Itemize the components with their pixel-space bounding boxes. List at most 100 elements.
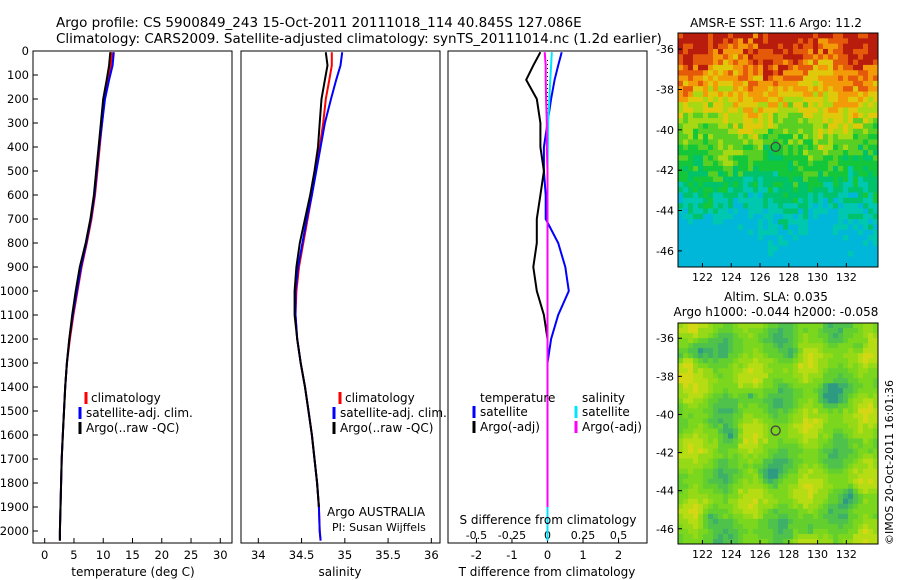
sla-cell xyxy=(863,448,869,454)
sst-cell xyxy=(683,219,689,225)
sst-cell xyxy=(703,203,709,209)
sst-cell xyxy=(713,59,719,66)
sla-cell xyxy=(743,458,749,465)
sst-cell xyxy=(868,38,874,45)
sst-cell xyxy=(843,197,849,204)
sla-cell xyxy=(733,523,739,530)
sla-cell xyxy=(843,398,849,404)
sst-cell xyxy=(833,75,839,82)
sla-cell xyxy=(758,438,764,444)
sla-cell xyxy=(693,323,699,329)
sla-cell xyxy=(858,433,864,439)
sst-cell xyxy=(783,187,789,193)
sst-cell xyxy=(713,224,719,231)
sst-cell xyxy=(798,155,804,162)
sla-cell xyxy=(793,463,799,470)
sst-cell xyxy=(698,75,704,82)
sst-cell xyxy=(748,187,754,193)
sla-cell xyxy=(768,488,774,495)
sst-cell xyxy=(693,70,699,76)
sst-cell xyxy=(703,96,709,103)
sla-cell xyxy=(728,528,734,535)
sla-cell xyxy=(738,463,744,470)
sst-cell xyxy=(753,43,759,50)
sst-cell xyxy=(718,224,724,231)
sst-cell xyxy=(828,155,834,162)
sst-cell xyxy=(778,112,784,119)
sla-cell xyxy=(778,443,784,449)
sla-cell xyxy=(683,353,689,359)
sst-cell xyxy=(853,33,859,39)
sla-cell xyxy=(763,378,769,384)
sst-cell xyxy=(853,38,859,45)
sst-cell xyxy=(783,48,789,55)
sla-cell xyxy=(713,358,719,364)
sla-cell xyxy=(768,433,774,439)
sst-cell xyxy=(683,197,689,204)
sla-cell xyxy=(688,528,694,535)
sla-cell xyxy=(838,368,844,374)
sla-cell xyxy=(853,428,859,434)
sst-cell xyxy=(708,54,714,60)
sst-cell xyxy=(708,245,714,252)
sla-cell xyxy=(683,408,689,414)
sla-cell xyxy=(768,468,774,475)
sst-cell xyxy=(688,192,694,199)
sst-cell xyxy=(858,48,864,55)
sst-cell xyxy=(873,139,879,146)
sla-cell xyxy=(808,413,814,419)
difference-legend: temperature salinity satellite Argo(-adj… xyxy=(472,391,642,434)
sla-cell xyxy=(793,328,799,334)
sst-cell xyxy=(803,235,809,241)
sst-cell xyxy=(848,171,854,177)
x-tick-label: 15 xyxy=(125,548,140,562)
sla-cell xyxy=(848,523,854,530)
sst-cell xyxy=(713,107,719,114)
sst-cell xyxy=(818,251,824,257)
sst-cell xyxy=(813,96,819,103)
sst-cell xyxy=(713,245,719,252)
sst-cell xyxy=(748,176,754,183)
sla-cell xyxy=(733,538,739,545)
sla-cell xyxy=(823,458,829,465)
sla-cell xyxy=(758,383,764,389)
sst-cell xyxy=(823,150,829,156)
sst-cell xyxy=(823,64,829,71)
sst-cell xyxy=(803,54,809,60)
sla-cell xyxy=(818,493,824,500)
sst-cell xyxy=(778,165,784,172)
sla-cell xyxy=(848,413,854,419)
sla-cell xyxy=(723,468,729,475)
sst-cell xyxy=(783,75,789,82)
sst-cell xyxy=(743,54,749,60)
sst-cell xyxy=(848,75,854,82)
sst-cell xyxy=(873,144,879,151)
sst-cell xyxy=(723,107,729,114)
sst-cell xyxy=(783,80,789,87)
sst-cell xyxy=(788,219,794,225)
sla-cell xyxy=(828,408,834,414)
sla-cell xyxy=(788,333,794,339)
sst-cell xyxy=(803,38,809,45)
sla-cell xyxy=(863,418,869,424)
sla-cell xyxy=(833,413,839,419)
sla-cell xyxy=(783,493,789,500)
sst-cell xyxy=(858,64,864,71)
sst-cell xyxy=(828,123,834,130)
sst-cell xyxy=(688,219,694,225)
sst-cell xyxy=(813,240,819,247)
sla-cell xyxy=(748,403,754,409)
sla-cell xyxy=(868,538,874,545)
sst-cell xyxy=(818,80,824,87)
sla-cell xyxy=(678,523,684,530)
sla-cell xyxy=(698,473,704,480)
sla-cell xyxy=(858,373,864,379)
sst-cell xyxy=(813,155,819,162)
sla-cell xyxy=(818,338,824,344)
sst-cell xyxy=(708,176,714,183)
sla-cell xyxy=(828,453,834,460)
s-difference-label: S difference from climatology xyxy=(460,513,637,527)
sla-cell xyxy=(868,388,874,394)
sla-cell xyxy=(803,393,809,399)
